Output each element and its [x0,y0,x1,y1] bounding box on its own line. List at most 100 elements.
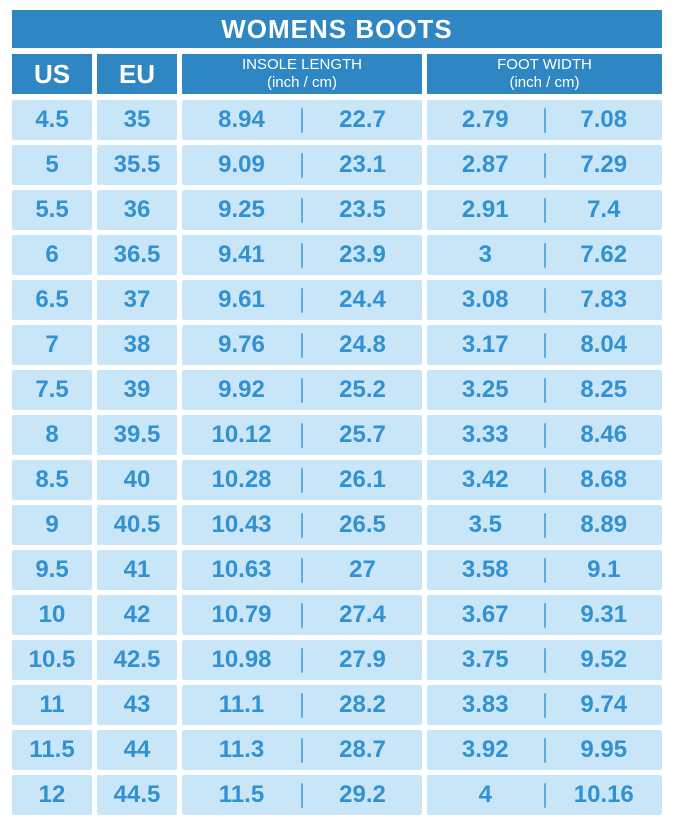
table-row: 7 38 9.76 24.8 3.17 8.04 [12,325,662,365]
cell-us-size: 5.5 [12,190,92,230]
cell-insole-length: 9.61 24.4 [182,280,422,320]
cell-us-size: 7.5 [12,370,92,410]
table-row: 10 42 10.79 27.4 3.67 9.31 [12,595,662,635]
cell-eu-size: 35 [97,100,177,140]
table-row: 10.5 42.5 10.98 27.9 3.75 9.52 [12,640,662,680]
cell-foot-width: 3.33 8.46 [427,415,662,455]
cell-eu-size: 36 [97,190,177,230]
foot-width-cm-value: 8.25 [580,376,628,403]
cell-insole-length: 9.25 23.5 [182,190,422,230]
table-row: 11 43 11.1 28.2 3.83 9.74 [12,685,662,725]
insole-cm-value: 22.7 [339,106,386,133]
table-row: 5.5 36 9.25 23.5 2.91 7.4 [12,190,662,230]
foot-width-cm-value: 7.83 [580,286,628,313]
size-chart-table: WOMENS BOOTS US EU INSOLE LENGTH (inch /… [12,10,662,815]
cell-us-size: 7 [12,325,92,365]
table-row: 8 39.5 10.12 25.7 3.33 8.46 [12,415,662,455]
table-row: 9 40.5 10.43 26.5 3.5 8.89 [12,505,662,545]
foot-width-inch-value: 3.92 [461,736,509,763]
unit-divider [301,377,303,403]
cell-us-size: 8.5 [12,460,92,500]
table-header-row: US EU INSOLE LENGTH (inch / cm) FOOT WID… [12,54,662,94]
foot-width-inch-value: 3.17 [461,331,509,358]
insole-inch-value: 10.79 [211,601,272,628]
insole-inch-value: 9.25 [218,196,265,223]
unit-divider [301,737,303,763]
unit-divider [543,377,546,403]
foot-width-inch-value: 3 [478,241,492,268]
cell-foot-width: 3.17 8.04 [427,325,662,365]
cell-eu-size: 42 [97,595,177,635]
unit-divider [543,692,546,718]
unit-divider [543,422,546,448]
insole-cm-value: 23.9 [339,241,386,268]
cell-foot-width: 3.75 9.52 [427,640,662,680]
table-row: 8.5 40 10.28 26.1 3.42 8.68 [12,460,662,500]
cell-insole-length: 10.28 26.1 [182,460,422,500]
cell-foot-width: 2.79 7.08 [427,100,662,140]
insole-inch-value: 11.5 [218,781,265,808]
unit-divider [301,647,303,673]
foot-width-cm-value: 7.62 [580,241,628,268]
unit-divider [301,152,303,178]
foot-width-cm-value: 7.08 [580,106,628,133]
cell-eu-size: 41 [97,550,177,590]
unit-divider [301,557,303,583]
cell-us-size: 10.5 [12,640,92,680]
foot-width-inch-value: 3.58 [461,556,509,583]
foot-width-inch-value: 4 [478,781,492,808]
cell-foot-width: 4 10.16 [427,775,662,815]
unit-divider [301,602,303,628]
insole-inch-value: 9.61 [218,286,265,313]
unit-divider [301,287,303,313]
unit-divider [301,242,303,268]
insole-cm-value: 26.1 [339,466,386,493]
foot-width-inch-value: 3.42 [461,466,509,493]
cell-insole-length: 9.41 23.9 [182,235,422,275]
cell-us-size: 9.5 [12,550,92,590]
unit-divider [543,152,546,178]
cell-eu-size: 36.5 [97,235,177,275]
foot-width-cm-value: 9.52 [580,646,628,673]
cell-insole-length: 9.09 23.1 [182,145,422,185]
cell-insole-length: 10.79 27.4 [182,595,422,635]
insole-inch-value: 10.98 [211,646,272,673]
table-row: 4.5 35 8.94 22.7 2.79 7.08 [12,100,662,140]
cell-insole-length: 11.3 28.7 [182,730,422,770]
cell-us-size: 8 [12,415,92,455]
column-header-insole-length: INSOLE LENGTH (inch / cm) [182,54,422,94]
foot-width-inch-value: 3.33 [461,421,509,448]
cell-eu-size: 39 [97,370,177,410]
foot-width-inch-value: 3.83 [461,691,509,718]
insole-inch-value: 9.09 [218,151,265,178]
table-body: 4.5 35 8.94 22.7 2.79 7.08 5 35.5 9.09 2… [12,100,662,815]
cell-us-size: 12 [12,775,92,815]
unit-divider [301,422,303,448]
cell-insole-length: 11.5 29.2 [182,775,422,815]
insole-cm-value: 29.2 [339,781,386,808]
unit-divider [301,512,303,538]
cell-insole-length: 9.92 25.2 [182,370,422,410]
insole-cm-value: 27.9 [339,646,386,673]
foot-width-cm-value: 8.46 [580,421,628,448]
table-title: WOMENS BOOTS [12,10,662,48]
foot-width-inch-value: 3.08 [461,286,509,313]
insole-inch-value: 9.92 [218,376,265,403]
table-row: 7.5 39 9.92 25.2 3.25 8.25 [12,370,662,410]
insole-inch-value: 10.28 [211,466,272,493]
unit-divider [301,197,303,223]
unit-divider [543,647,546,673]
cell-foot-width: 3.83 9.74 [427,685,662,725]
column-header-eu: EU [97,54,177,94]
cell-eu-size: 44.5 [97,775,177,815]
insole-cm-value: 25.7 [339,421,386,448]
cell-insole-length: 10.12 25.7 [182,415,422,455]
insole-cm-value: 28.7 [339,736,386,763]
cell-eu-size: 42.5 [97,640,177,680]
insole-cm-value: 24.8 [339,331,386,358]
cell-insole-length: 10.43 26.5 [182,505,422,545]
cell-foot-width: 3.58 9.1 [427,550,662,590]
table-row: 5 35.5 9.09 23.1 2.87 7.29 [12,145,662,185]
unit-divider [543,557,546,583]
